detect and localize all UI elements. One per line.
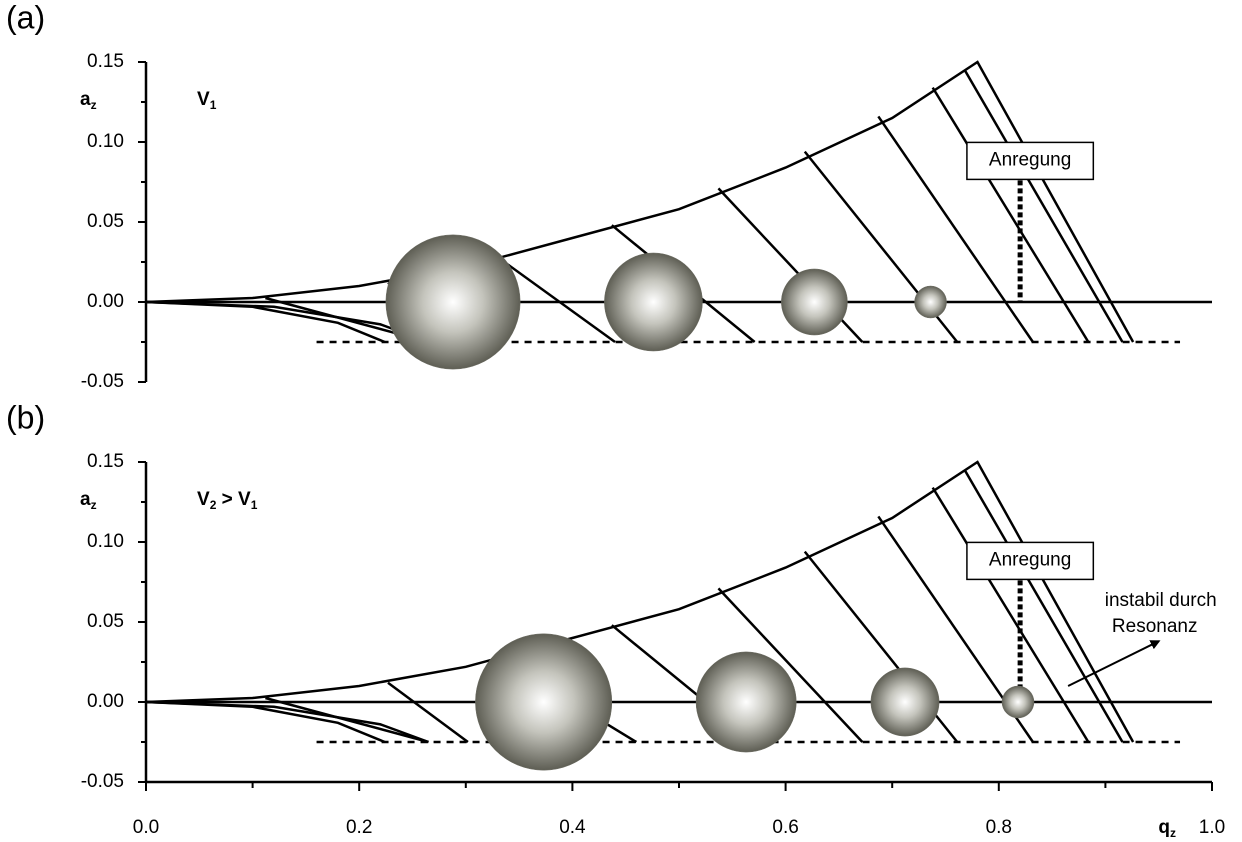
iso-line [387,681,469,744]
annotation-box [966,541,1095,581]
y-tick-label: 0.15 [87,51,124,72]
y-tick-label: 0.10 [87,131,124,152]
x-tick-label: 0.0 [133,817,159,838]
y-axis-label-sub: z [91,498,97,512]
iso-line [717,587,864,743]
ion [914,285,947,319]
title-main: V [197,89,210,110]
panel-title: V1 [197,89,217,112]
iso-line [499,257,616,344]
panel-label: (b) [6,399,45,435]
x-axis-label-sub: z [1170,826,1176,840]
y-axis-label: az [80,89,97,112]
iso-line [931,486,1090,743]
y-tick-label: -0.05 [81,771,124,792]
annotation-text: Anregung [989,149,1071,170]
title-sub: 1 [210,98,217,112]
y-tick-label: 0.05 [87,611,124,632]
ion [475,633,613,771]
iso-line [963,69,1124,343]
annotation-box [966,141,1095,181]
lower-curve [145,700,429,744]
y-axis-label-sub: z [91,98,97,112]
y-tick-label: 0.00 [87,691,124,712]
y-axis-label: az [80,489,97,512]
y-tick-label: 0.00 [87,291,124,312]
iso-line [877,115,1034,343]
annotation-text: Anregung [989,549,1071,570]
title-sub: 1 [251,498,258,512]
panel-title: V2 > V1 [197,489,258,512]
iso-line [963,469,1124,743]
ion [385,234,521,370]
ion [1001,685,1035,719]
x-axis-label: qz [1158,817,1176,840]
lower-curve [145,300,386,344]
iso-line [931,86,1090,343]
title-main: V [197,489,210,510]
panel-label: (a) [6,0,45,35]
y-tick-label: 0.15 [87,451,124,472]
x-tick-label: 0.2 [346,817,372,838]
iso-line [265,696,429,744]
y-axis-label-main: a [80,489,91,510]
title-main: > V [216,489,251,510]
x-tick-label: 0.6 [772,817,798,838]
arrow-text: instabil durch [1105,590,1217,611]
arrow [1067,640,1161,687]
ion [604,252,703,352]
y-tick-label: 0.10 [87,531,124,552]
arrow-text: Resonanz [1112,616,1198,637]
ion [870,667,940,737]
y-tick-label: -0.05 [81,371,124,392]
lower-curve [145,700,386,744]
x-axis-label-main: q [1158,817,1170,838]
x-tick-label: 0.4 [559,817,586,838]
x-tick-label: 0.8 [986,817,1012,838]
y-tick-label: 0.05 [87,211,124,232]
x-tick-label: 1.0 [1199,817,1225,838]
y-axis-label-main: a [80,89,91,110]
title-sub: 2 [210,498,217,512]
ion [695,651,797,753]
ion [781,268,848,336]
